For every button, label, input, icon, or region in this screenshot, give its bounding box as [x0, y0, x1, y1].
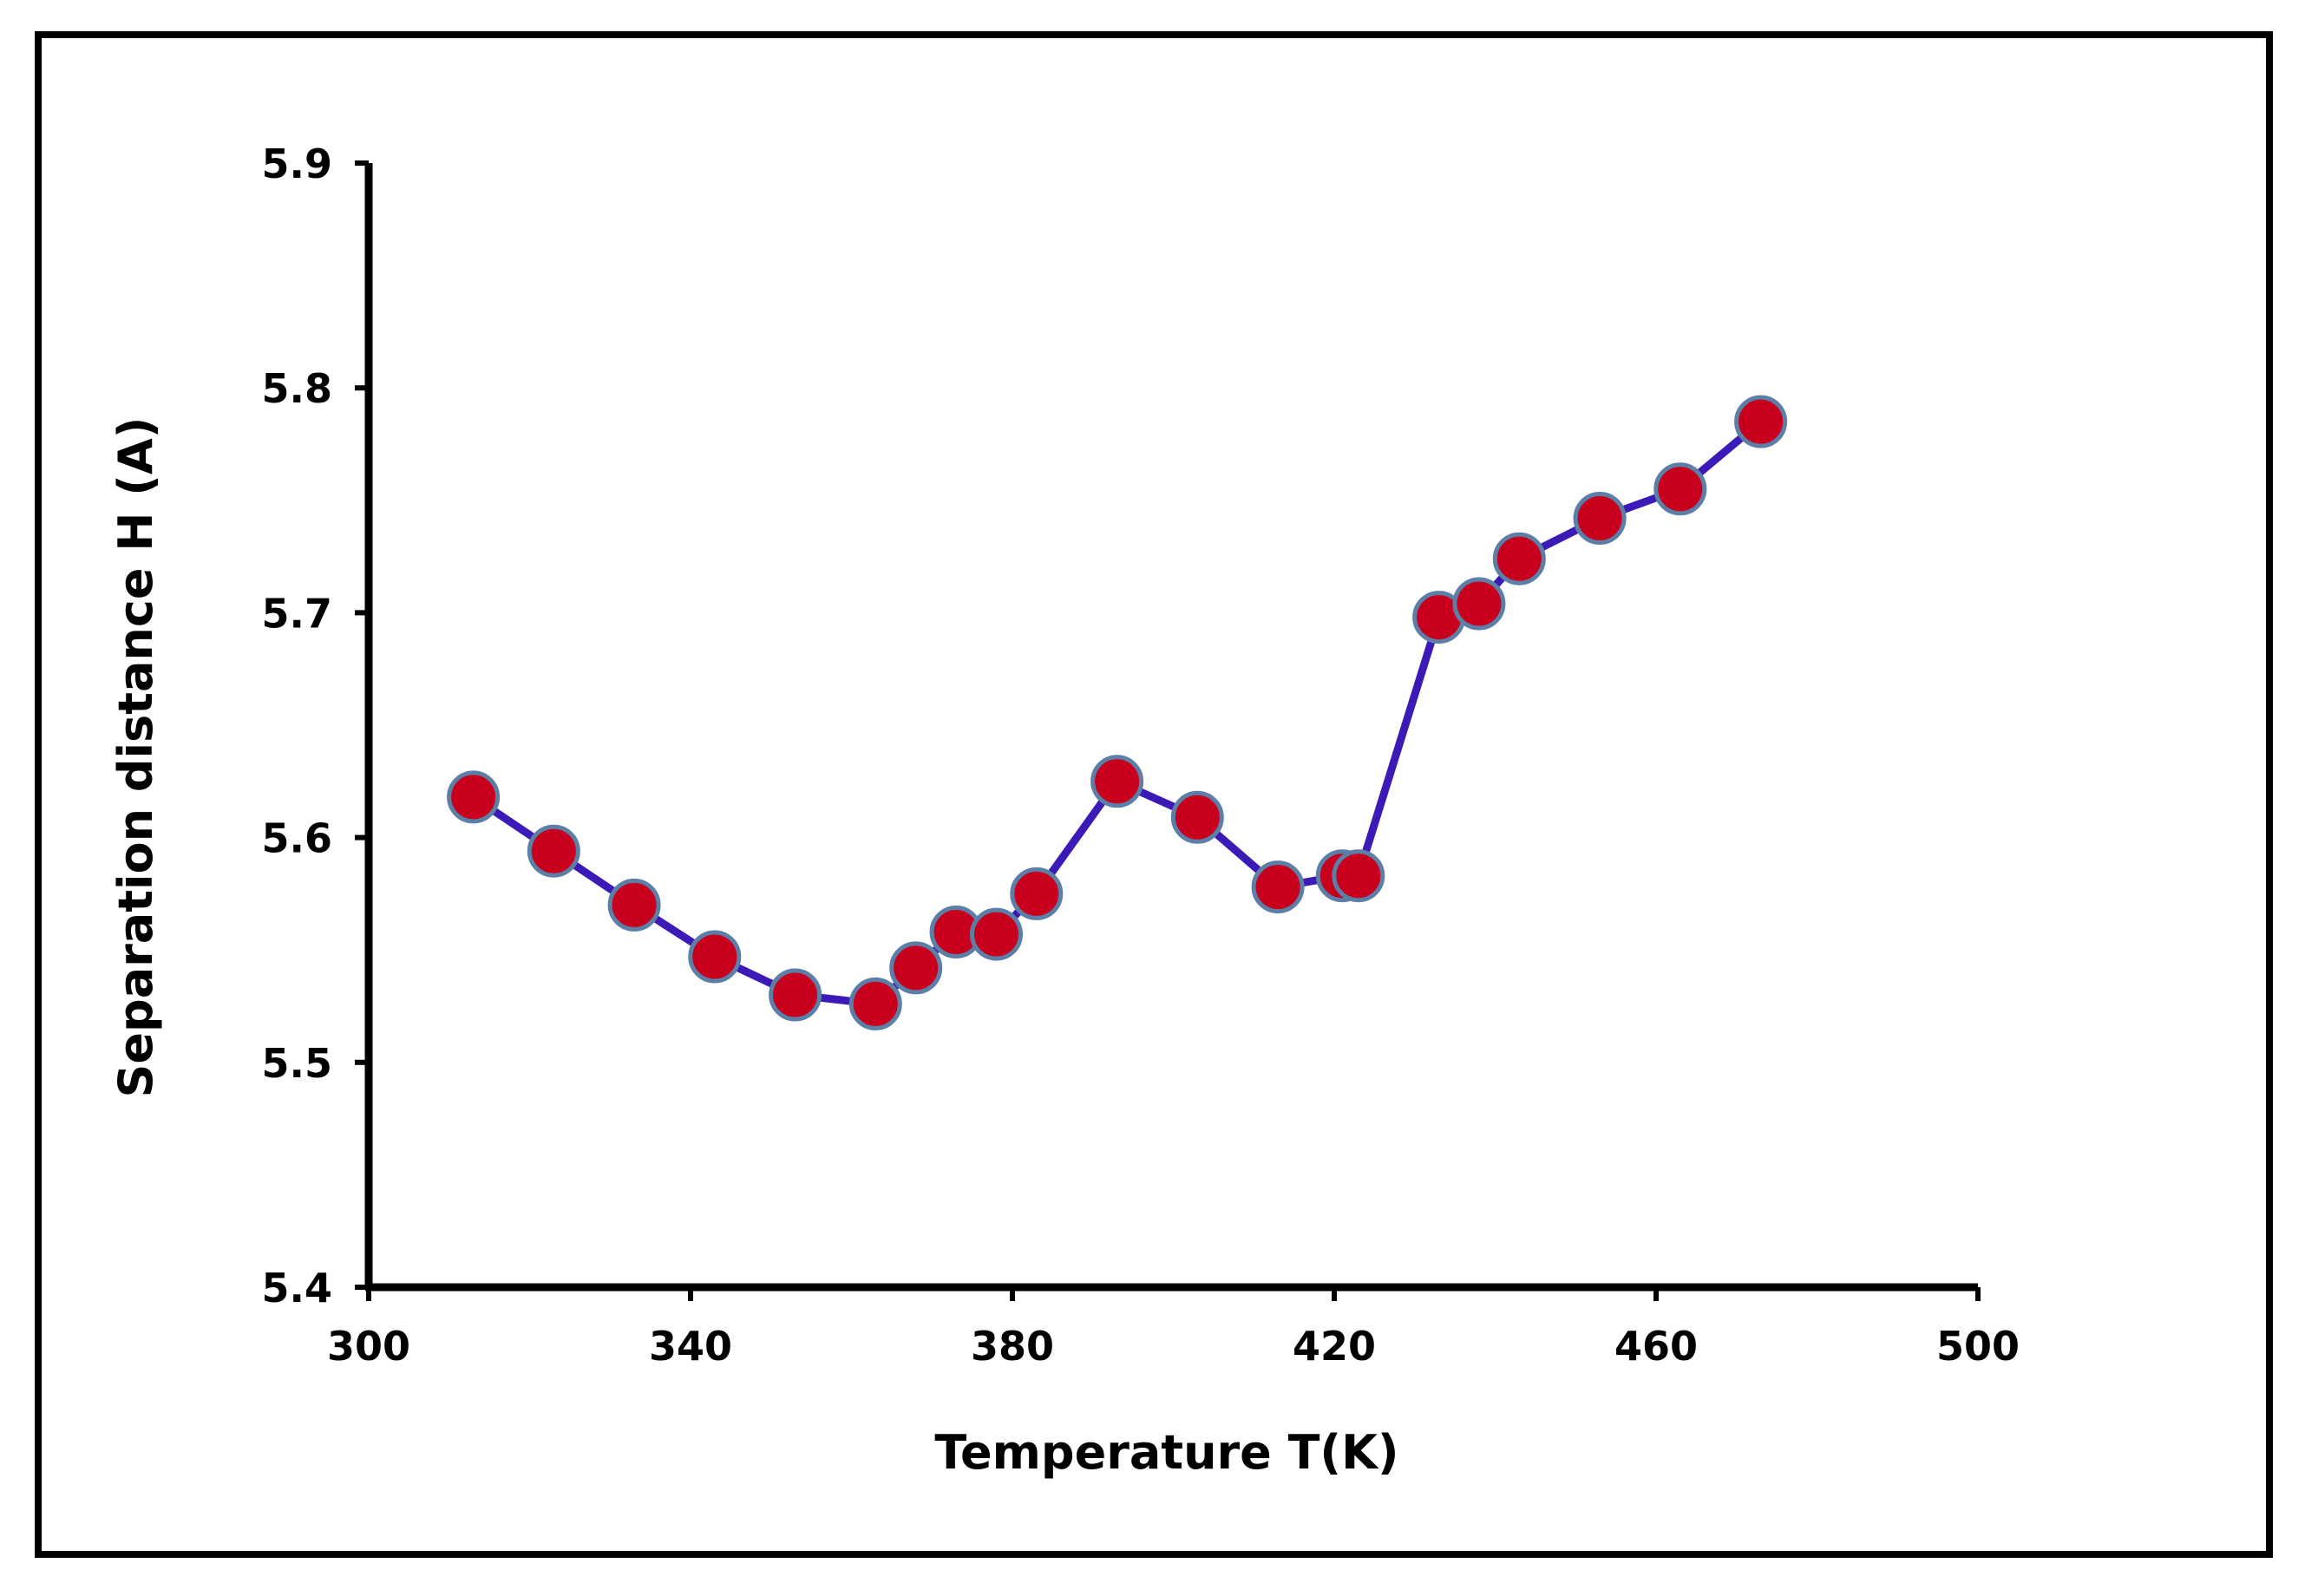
data-point	[527, 824, 580, 878]
data-point	[607, 878, 661, 932]
x-tick-label: 380	[971, 1323, 1054, 1370]
data-point	[1332, 849, 1385, 903]
x-tick-label: 340	[649, 1323, 732, 1370]
data-point	[970, 907, 1023, 961]
y-tick-label: 5.4	[262, 1265, 333, 1311]
data-point	[848, 977, 902, 1030]
data-point	[447, 770, 501, 824]
data-point	[1010, 867, 1064, 920]
y-axis-title: Separation distance H (A)	[108, 417, 163, 1098]
x-axis-title: Temperature T(K)	[934, 1425, 1398, 1480]
data-point	[769, 968, 822, 1022]
series-markers	[447, 395, 1788, 1030]
data-point	[1090, 755, 1144, 808]
data-point	[1492, 532, 1546, 585]
x-tick-label: 500	[1936, 1323, 2020, 1370]
y-tick-label: 5.8	[262, 365, 333, 412]
y-tick-label: 5.6	[262, 815, 333, 862]
x-ticks: 300 340 380 420 460 500	[327, 1287, 2020, 1370]
x-tick-label: 420	[1293, 1323, 1376, 1370]
data-point	[889, 941, 943, 995]
y-tick-label: 5.5	[262, 1040, 333, 1087]
y-tick-label: 5.9	[262, 141, 333, 187]
data-point	[1170, 790, 1224, 844]
data-point	[1251, 860, 1305, 914]
series-line	[471, 418, 1764, 1008]
y-tick-label: 5.7	[262, 590, 333, 637]
y-ticks: 5.4 5.5 5.6 5.7 5.8 5.9	[262, 141, 369, 1311]
x-tick-label: 300	[327, 1323, 410, 1370]
x-tick-label: 460	[1614, 1323, 1698, 1370]
data-point	[1452, 577, 1506, 631]
data-point	[1734, 395, 1788, 448]
data-point	[1573, 492, 1627, 545]
data-point	[688, 930, 742, 984]
data-point	[1653, 462, 1707, 516]
